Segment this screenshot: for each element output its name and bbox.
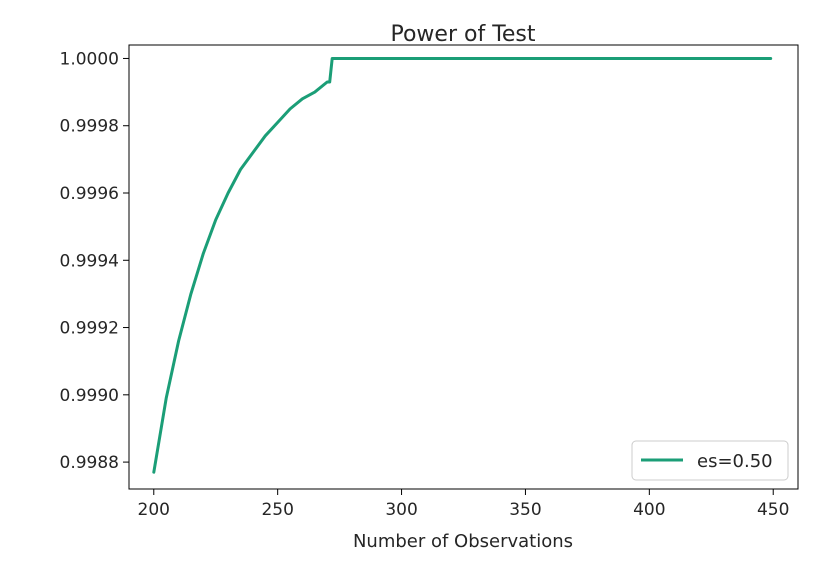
legend: es=0.50 (631, 440, 789, 481)
y-axis: 0.9988 0.9990 0.9992 0.9994 0.9996 0.9998 1.00… (60, 49, 129, 473)
series-line-0 (152, 57, 773, 474)
x-tick-label: 250 (261, 500, 293, 520)
x-tick-label: 400 (633, 500, 665, 520)
y-tick-label: 0.9992 (60, 319, 119, 339)
x-tick-label: 450 (757, 500, 789, 520)
y-tick-label: 0.9990 (60, 386, 119, 406)
legend-box (631, 440, 789, 481)
x-axis-label: Number of Observations (353, 531, 573, 552)
series-layer (152, 57, 773, 474)
y-tick-label: 0.9998 (60, 117, 119, 137)
y-tick-label: 0.9996 (60, 184, 119, 204)
legend-label: es=0.50 (697, 451, 773, 472)
y-tick-label: 0.9994 (60, 251, 119, 271)
chart-title: Power of Test (390, 22, 535, 47)
x-tick-label: 350 (509, 500, 541, 520)
x-tick-label: 200 (138, 500, 170, 520)
x-tick-label: 300 (385, 500, 417, 520)
y-tick-label: 0.9988 (60, 453, 119, 473)
y-tick-label: 1.0000 (60, 49, 119, 69)
x-axis: 200 250 300 350 400 450 (138, 489, 789, 520)
plot-area-frame (128, 44, 799, 490)
